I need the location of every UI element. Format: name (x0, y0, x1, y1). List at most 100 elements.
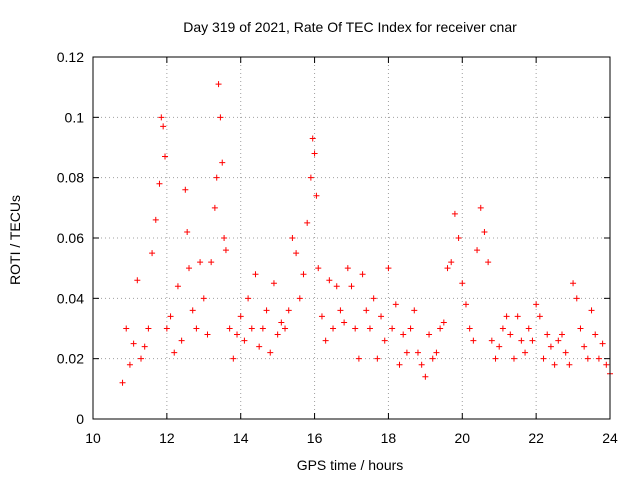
data-point (403, 349, 410, 356)
data-point (337, 307, 344, 314)
y-tick-label: 0.08 (57, 170, 84, 186)
data-point (448, 259, 455, 266)
data-point (234, 331, 241, 338)
x-tick-label: 24 (602, 430, 618, 446)
data-point (459, 280, 466, 287)
data-point (577, 325, 584, 332)
data-point (245, 295, 252, 302)
data-point (422, 373, 429, 380)
data-point (462, 301, 469, 308)
data-point (566, 361, 573, 368)
data-point (221, 235, 228, 241)
data-point (389, 325, 396, 332)
y-tick-label: 0.04 (57, 290, 84, 306)
data-point (381, 337, 388, 344)
data-point (141, 343, 148, 350)
x-tick-label: 18 (381, 430, 397, 446)
data-point (514, 313, 521, 320)
data-point (241, 337, 248, 344)
data-point (414, 349, 421, 356)
data-point (200, 295, 207, 302)
data-point (481, 228, 488, 235)
x-tick-label: 16 (307, 430, 323, 446)
data-point (304, 219, 311, 226)
x-tick-label: 12 (159, 430, 175, 446)
data-point (562, 349, 569, 356)
data-point (174, 283, 181, 290)
data-point (437, 325, 444, 332)
data-point (451, 210, 458, 217)
chart-title: Day 319 of 2021, Rate Of TEC Index for r… (183, 19, 517, 35)
x-tick-label: 20 (454, 430, 470, 446)
data-point (130, 340, 137, 347)
data-point (366, 325, 373, 332)
data-point (551, 361, 558, 368)
data-point (507, 331, 514, 338)
data-point (418, 361, 425, 368)
x-tick-label: 10 (85, 430, 101, 446)
data-point (217, 114, 224, 121)
data-point (313, 192, 320, 199)
data-point (219, 159, 226, 166)
data-point (496, 343, 503, 350)
data-point (385, 265, 392, 272)
data-point (359, 271, 366, 278)
data-point (544, 331, 551, 338)
x-tick-label: 14 (233, 430, 249, 446)
data-point (222, 247, 229, 254)
data-point (599, 340, 606, 347)
data-point (603, 361, 610, 368)
data-point (182, 186, 189, 193)
data-point (197, 259, 204, 266)
y-tick-label: 0 (76, 411, 84, 427)
data-points (119, 81, 613, 386)
data-point (160, 123, 167, 130)
data-point (492, 355, 499, 362)
data-point (293, 250, 300, 257)
data-point (400, 331, 407, 338)
data-point (193, 325, 200, 332)
data-point (189, 307, 196, 314)
data-point (392, 301, 399, 308)
y-tick-label: 0.02 (57, 351, 84, 367)
data-point (426, 331, 433, 338)
data-point (315, 265, 322, 272)
data-point (533, 301, 540, 308)
data-point (274, 331, 281, 338)
x-axis-label: GPS time / hours (297, 457, 404, 473)
data-point (396, 361, 403, 368)
data-point (344, 265, 351, 272)
data-point (485, 259, 492, 266)
data-point (282, 325, 289, 332)
data-point (333, 283, 340, 290)
data-point (278, 319, 285, 326)
data-point (581, 343, 588, 350)
y-tick-label: 0.1 (65, 109, 85, 125)
data-point (167, 313, 174, 320)
data-point (352, 325, 359, 332)
grid (93, 57, 610, 419)
data-point (322, 337, 329, 344)
data-point (540, 355, 547, 362)
y-tick-label: 0.06 (57, 230, 84, 246)
data-point (285, 307, 292, 314)
x-tick-label: 22 (528, 430, 544, 446)
data-point (208, 259, 215, 266)
data-point (547, 343, 554, 350)
data-point (296, 295, 303, 302)
data-point (348, 283, 355, 290)
data-point (433, 349, 440, 356)
data-point (204, 331, 211, 338)
data-point (119, 379, 126, 386)
data-point (289, 235, 296, 241)
data-point (370, 295, 377, 302)
data-point (510, 355, 517, 362)
data-point (270, 280, 277, 287)
data-point (595, 355, 602, 362)
data-point (300, 271, 307, 278)
data-point (592, 331, 599, 338)
data-point (588, 307, 595, 314)
data-point (309, 135, 316, 142)
data-point (259, 325, 266, 332)
data-point (570, 280, 577, 287)
